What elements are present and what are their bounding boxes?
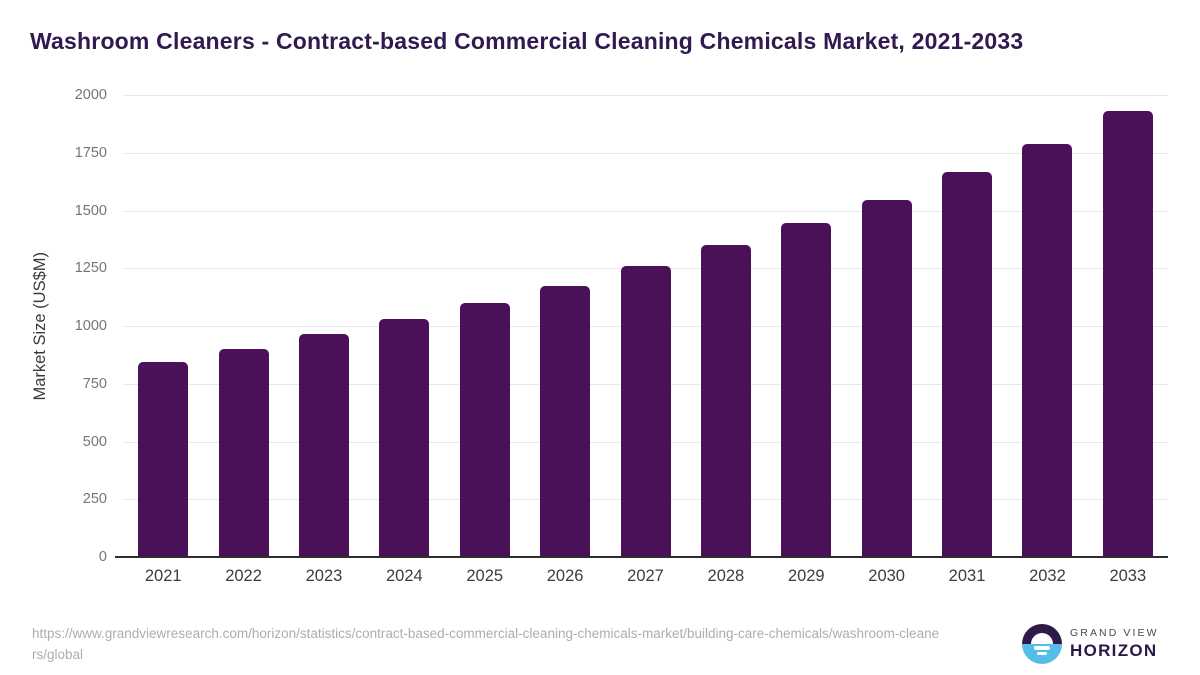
- x-axis-tick-label: 2023: [305, 567, 343, 585]
- bar-2025: [459, 302, 510, 557]
- bar-2023: [298, 334, 349, 557]
- bar-2024: [379, 319, 430, 557]
- x-axis-tick-label: 2033: [1109, 567, 1147, 585]
- x-axis-tick-label: 2027: [627, 567, 664, 585]
- x-axis-tick-labels: 2021 2022 2023 2024 2025 2026 2027 2028 2029 2030…: [123, 567, 1168, 593]
- bar-2021: [138, 361, 189, 557]
- logo-brand-name: GRAND VIEW: [1070, 627, 1159, 639]
- logo-reflection-bar: [1037, 651, 1047, 655]
- y-axis-tick-labels: 0 250 500 750 1000 1250 1500 1750 2000: [0, 87, 107, 565]
- bar-2032: [1022, 143, 1073, 557]
- bar-2027: [620, 265, 671, 557]
- source-url: https://www.grandviewresearch.com/horizo…: [32, 626, 940, 662]
- logo-text: GRAND VIEW HORIZON: [1070, 627, 1159, 661]
- x-axis-tick-label: 2024: [385, 567, 423, 585]
- x-axis-tick-label: 2021: [144, 567, 182, 585]
- logo-reflection-bar: [1034, 646, 1050, 650]
- y-axis-tick-label: 1250: [74, 260, 107, 277]
- y-axis-tick-label: 1500: [74, 202, 107, 219]
- logo-product-name: HORIZON: [1070, 641, 1158, 660]
- bar-2031: [942, 172, 993, 557]
- x-axis-line: [115, 556, 1168, 558]
- gridline: [123, 210, 1168, 212]
- y-axis-tick-label: 250: [82, 491, 107, 508]
- x-axis-tick-label: 2025: [466, 567, 504, 585]
- gridline: [123, 152, 1168, 154]
- x-axis-tick-label: 2029: [787, 567, 825, 585]
- bar-2028: [700, 245, 751, 557]
- x-axis-tick-label: 2028: [707, 567, 745, 585]
- x-axis-tick-label: 2030: [868, 567, 905, 585]
- x-axis-tick-label: 2032: [1029, 567, 1066, 585]
- y-axis-tick-label: 1000: [74, 318, 107, 334]
- bar-2029: [781, 223, 832, 557]
- bar-2022: [218, 349, 269, 557]
- bar-2030: [861, 200, 912, 557]
- y-axis-tick-label: 0: [98, 549, 107, 565]
- logo-sun-shape: [1031, 633, 1053, 644]
- gridline: [123, 95, 1168, 96]
- y-axis-tick-label: 500: [82, 433, 107, 450]
- chart-title: Washroom Cleaners - Contract-based Comme…: [30, 28, 1024, 54]
- y-axis-tick-label: 750: [82, 375, 107, 392]
- y-axis-tick-label: 2000: [74, 87, 107, 103]
- horizon-sun-icon: [1022, 624, 1062, 664]
- bar-2033: [1102, 111, 1153, 557]
- brand-logo: GRAND VIEW HORIZON: [1022, 624, 1159, 664]
- x-axis-tick-label: 2022: [225, 567, 262, 585]
- bar-2026: [540, 285, 591, 557]
- x-axis-tick-label: 2026: [546, 567, 584, 585]
- x-axis-tick-label: 2031: [948, 567, 986, 585]
- y-axis-tick-label: 1750: [74, 144, 107, 161]
- plot-area: [123, 95, 1168, 557]
